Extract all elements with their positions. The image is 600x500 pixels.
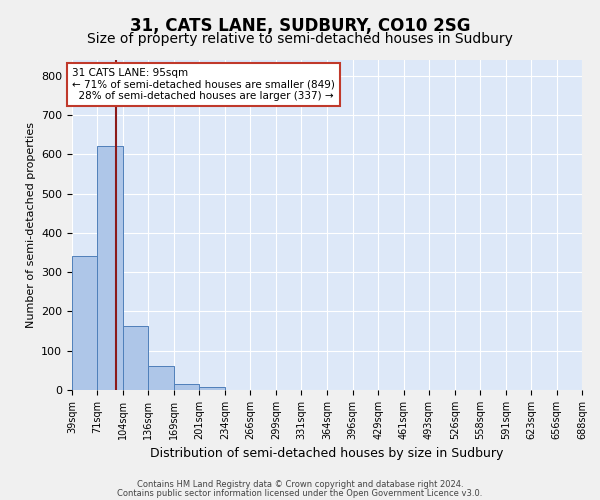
- Text: 31 CATS LANE: 95sqm
← 71% of semi-detached houses are smaller (849)
  28% of sem: 31 CATS LANE: 95sqm ← 71% of semi-detach…: [73, 68, 335, 101]
- Bar: [174, 384, 199, 390]
- Bar: [199, 387, 225, 390]
- Bar: [123, 326, 148, 390]
- Text: Contains HM Land Registry data © Crown copyright and database right 2024.: Contains HM Land Registry data © Crown c…: [137, 480, 463, 489]
- Bar: [72, 256, 97, 390]
- Bar: [148, 366, 174, 390]
- X-axis label: Distribution of semi-detached houses by size in Sudbury: Distribution of semi-detached houses by …: [151, 448, 503, 460]
- Text: Size of property relative to semi-detached houses in Sudbury: Size of property relative to semi-detach…: [87, 32, 513, 46]
- Bar: [97, 146, 123, 390]
- Y-axis label: Number of semi-detached properties: Number of semi-detached properties: [26, 122, 35, 328]
- Text: Contains public sector information licensed under the Open Government Licence v3: Contains public sector information licen…: [118, 488, 482, 498]
- Text: 31, CATS LANE, SUDBURY, CO10 2SG: 31, CATS LANE, SUDBURY, CO10 2SG: [130, 18, 470, 36]
